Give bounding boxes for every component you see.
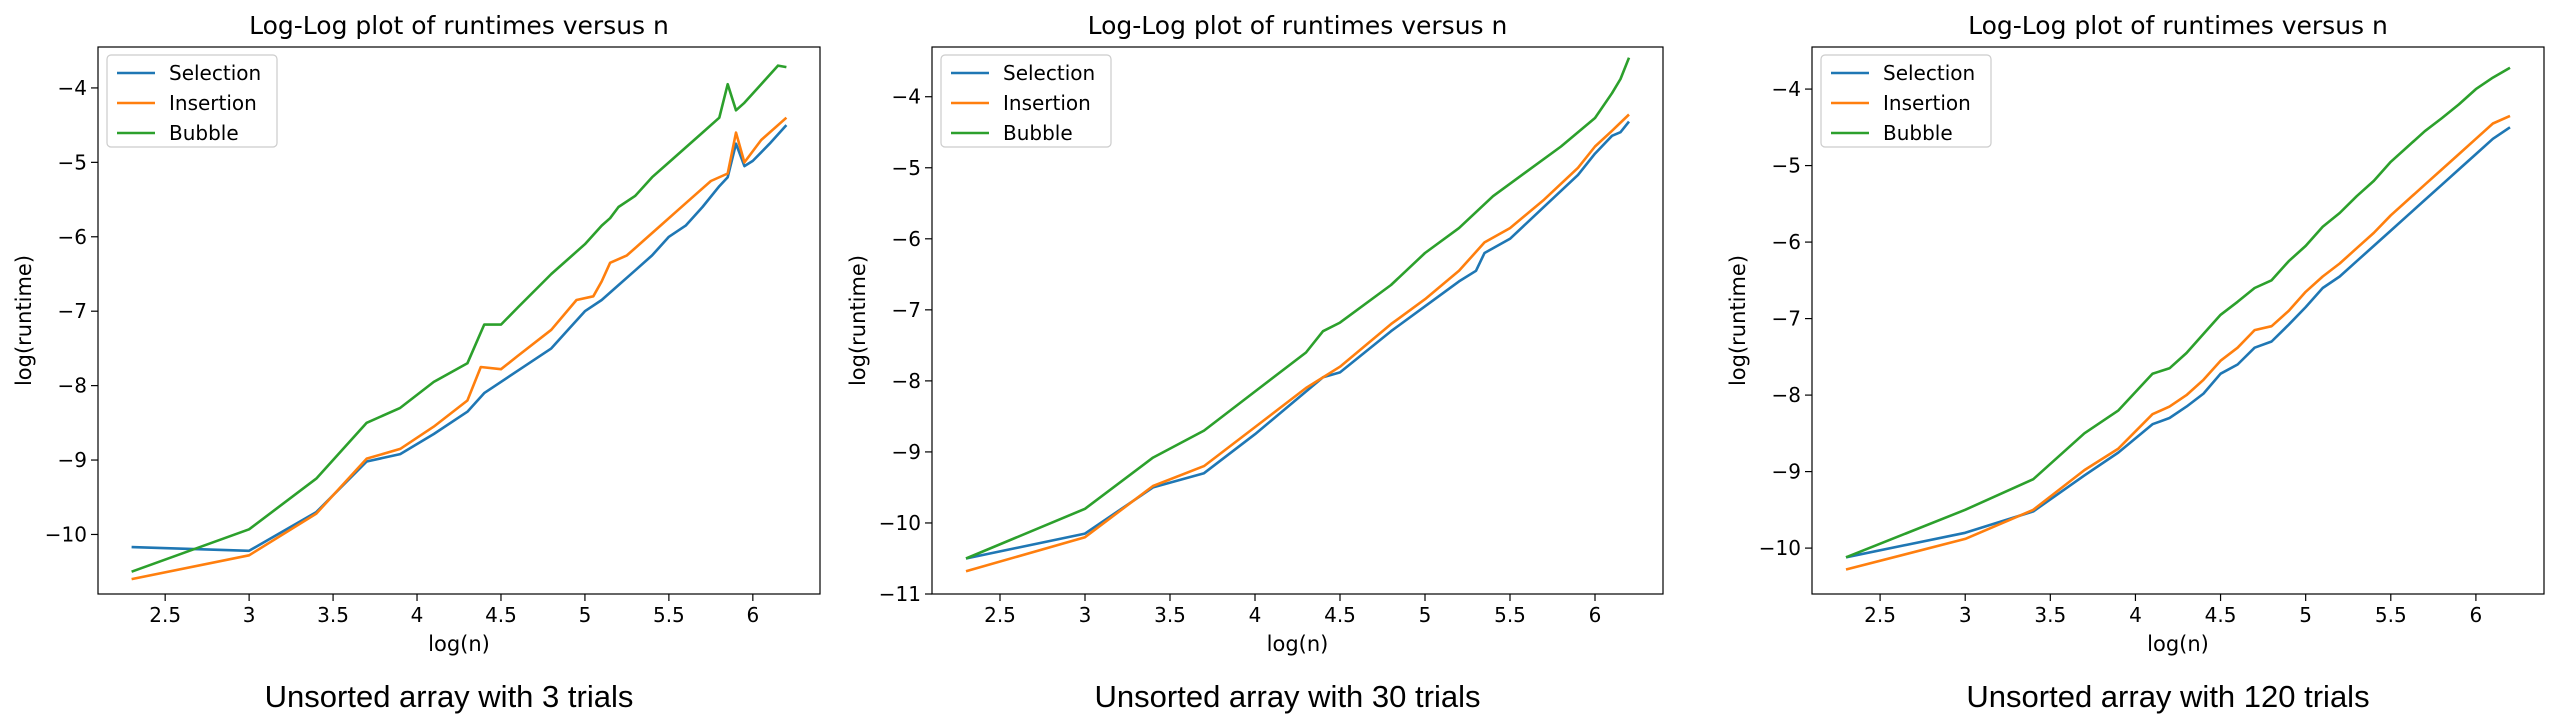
y-tick-label: −6: [58, 225, 87, 249]
legend-label-bubble: Bubble: [1003, 121, 1073, 145]
x-tick-label: 4: [411, 603, 424, 627]
y-tick-label: −9: [58, 448, 87, 472]
y-tick-label: −7: [1772, 307, 1801, 331]
chart-caption: Unsorted array with 120 trials: [1966, 679, 2369, 714]
chart-title: Log-Log plot of runtimes versus n: [249, 11, 669, 40]
x-tick-label: 5.5: [1494, 603, 1526, 627]
legend-label-selection: Selection: [169, 61, 261, 85]
legend-box: [940, 54, 1112, 148]
y-axis-label: log(runtime): [12, 255, 36, 386]
series-line-bubble: [965, 57, 1631, 560]
y-tick-label: −6: [892, 227, 921, 251]
y-tick-label: −4: [1772, 77, 1801, 101]
chart-panel-1: Log-Log plot of runtimes versus n 2.5 3 3.5…: [12, 11, 821, 714]
legend-box: [106, 54, 278, 148]
y-tick-label: −10: [1759, 536, 1801, 560]
chart-panel-3: Log-Log plot of runtimes versus n 2.5 3 3.5…: [1726, 11, 2545, 714]
legend-label-insertion: Insertion: [169, 91, 257, 115]
series-line-insertion: [131, 116, 788, 581]
y-tick-label: −9: [892, 440, 921, 464]
series-line-selection: [1845, 126, 2511, 559]
y-tick-label: −7: [892, 298, 921, 322]
legend-label-selection: Selection: [1003, 61, 1095, 85]
plot-frame: [931, 46, 1664, 595]
legend-label-selection: Selection: [1883, 61, 1975, 85]
x-tick-label: 3: [1079, 603, 1092, 627]
x-tick-label: 6: [1589, 603, 1602, 627]
y-tick-label: −4: [58, 76, 87, 100]
y-tick-label: −8: [1772, 383, 1801, 407]
x-axis-label: log(n): [1267, 632, 1329, 656]
y-tick-label: −7: [58, 299, 87, 323]
y-tick-label: −11: [879, 582, 921, 606]
x-tick-label: 4: [1249, 603, 1262, 627]
plot-frame: [97, 46, 821, 595]
x-tick-label: 3.5: [2034, 603, 2066, 627]
x-tick-label: 5: [2299, 603, 2312, 627]
series-line-bubble: [131, 64, 787, 573]
chart-caption: Unsorted array with 3 trials: [265, 679, 634, 714]
chart-caption: Unsorted array with 30 trials: [1095, 679, 1481, 714]
chart-panel-2: Log-Log plot of runtimes versus n 2.5 3 3.5…: [846, 11, 1664, 714]
series-line-insertion: [1845, 114, 2511, 571]
legend-box: [1820, 54, 1992, 148]
x-tick-label: 5.5: [653, 603, 685, 627]
y-tick-label: −5: [892, 156, 921, 180]
series-line-bubble: [1845, 66, 2511, 559]
x-tick-label: 5: [579, 603, 592, 627]
y-tick-label: −9: [1772, 460, 1801, 484]
y-tick-label: −5: [1772, 154, 1801, 178]
y-tick-label: −8: [892, 369, 921, 393]
series-line-insertion: [965, 113, 1630, 573]
legend-label-insertion: Insertion: [1003, 91, 1091, 115]
y-axis-label: log(runtime): [1726, 255, 1750, 386]
x-tick-label: 2.5: [984, 603, 1016, 627]
x-tick-label: 4.5: [485, 603, 517, 627]
x-axis-label: log(n): [428, 632, 490, 656]
x-tick-label: 2.5: [1864, 603, 1896, 627]
x-tick-label: 4.5: [1324, 603, 1356, 627]
legend-label-bubble: Bubble: [1883, 121, 1953, 145]
series-line-selection: [965, 120, 1631, 560]
y-tick-label: −6: [1772, 230, 1801, 254]
x-tick-label: 3.5: [317, 603, 349, 627]
x-axis-label: log(n): [2147, 632, 2209, 656]
legend-label-insertion: Insertion: [1883, 91, 1971, 115]
x-tick-label: 6: [2470, 603, 2483, 627]
y-tick-label: −5: [58, 150, 87, 174]
y-tick-label: −8: [58, 374, 87, 398]
y-tick-label: −4: [892, 85, 921, 109]
x-tick-label: 3: [243, 603, 256, 627]
x-tick-label: 2.5: [149, 603, 181, 627]
series-line-selection: [131, 124, 788, 553]
y-tick-label: −10: [45, 522, 87, 546]
x-tick-label: 4.5: [2205, 603, 2237, 627]
x-tick-label: 3: [1959, 603, 1972, 627]
y-axis-label: log(runtime): [846, 255, 870, 386]
y-tick-label: −10: [879, 511, 921, 535]
legend-label-bubble: Bubble: [169, 121, 239, 145]
chart-title: Log-Log plot of runtimes versus n: [1088, 11, 1508, 40]
x-tick-label: 5: [1419, 603, 1432, 627]
x-tick-label: 3.5: [1154, 603, 1186, 627]
x-tick-label: 4: [2129, 603, 2142, 627]
plot-frame: [1811, 46, 2545, 595]
x-tick-label: 6: [746, 603, 759, 627]
chart-title: Log-Log plot of runtimes versus n: [1968, 11, 2388, 40]
x-tick-label: 5.5: [2375, 603, 2407, 627]
